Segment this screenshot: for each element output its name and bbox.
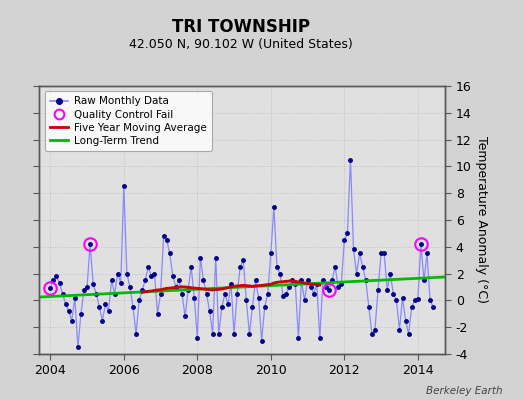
Text: Berkeley Earth: Berkeley Earth (427, 386, 503, 396)
Y-axis label: Temperature Anomaly (°C): Temperature Anomaly (°C) (475, 136, 488, 304)
Text: TRI TOWNSHIP: TRI TOWNSHIP (172, 18, 310, 36)
Text: 42.050 N, 90.102 W (United States): 42.050 N, 90.102 W (United States) (129, 38, 353, 51)
Legend: Raw Monthly Data, Quality Control Fail, Five Year Moving Average, Long-Term Tren: Raw Monthly Data, Quality Control Fail, … (45, 91, 212, 151)
